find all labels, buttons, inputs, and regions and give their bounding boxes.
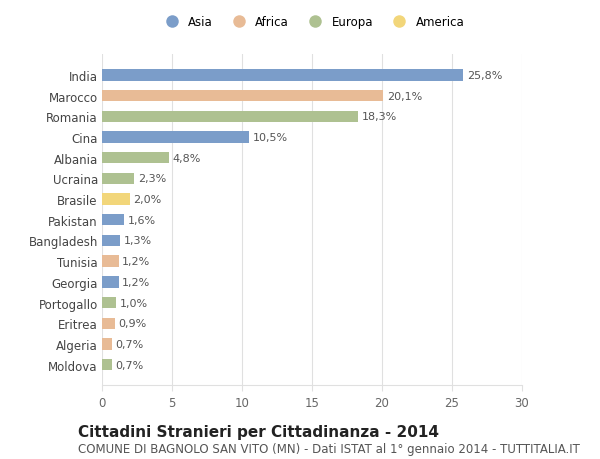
Bar bbox=[102, 339, 112, 350]
Text: 18,3%: 18,3% bbox=[362, 112, 397, 122]
Bar bbox=[102, 112, 358, 123]
Text: 4,8%: 4,8% bbox=[173, 153, 201, 163]
Bar bbox=[102, 297, 116, 308]
Text: 2,0%: 2,0% bbox=[133, 195, 162, 205]
Text: 2,3%: 2,3% bbox=[138, 174, 166, 184]
Bar bbox=[102, 70, 463, 81]
Bar bbox=[102, 132, 249, 143]
Text: COMUNE DI BAGNOLO SAN VITO (MN) - Dati ISTAT al 1° gennaio 2014 - TUTTITALIA.IT: COMUNE DI BAGNOLO SAN VITO (MN) - Dati I… bbox=[78, 442, 580, 454]
Text: 1,2%: 1,2% bbox=[122, 277, 151, 287]
Bar bbox=[102, 256, 119, 267]
Bar bbox=[102, 277, 119, 288]
Text: 0,7%: 0,7% bbox=[115, 360, 143, 370]
Bar bbox=[102, 215, 124, 226]
Bar bbox=[102, 318, 115, 329]
Text: Cittadini Stranieri per Cittadinanza - 2014: Cittadini Stranieri per Cittadinanza - 2… bbox=[78, 425, 439, 440]
Bar bbox=[102, 153, 169, 164]
Text: 20,1%: 20,1% bbox=[387, 91, 422, 101]
Text: 1,2%: 1,2% bbox=[122, 257, 151, 267]
Text: 1,0%: 1,0% bbox=[119, 298, 148, 308]
Text: 1,3%: 1,3% bbox=[124, 236, 152, 246]
Text: 10,5%: 10,5% bbox=[253, 133, 287, 143]
Bar bbox=[102, 91, 383, 102]
Bar bbox=[102, 174, 134, 185]
Bar bbox=[102, 359, 112, 370]
Text: 0,9%: 0,9% bbox=[118, 319, 146, 329]
Bar bbox=[102, 235, 120, 246]
Bar bbox=[102, 194, 130, 205]
Text: 25,8%: 25,8% bbox=[467, 71, 502, 81]
Text: 0,7%: 0,7% bbox=[115, 339, 143, 349]
Text: 1,6%: 1,6% bbox=[128, 215, 156, 225]
Legend: Asia, Africa, Europa, America: Asia, Africa, Europa, America bbox=[155, 11, 469, 34]
